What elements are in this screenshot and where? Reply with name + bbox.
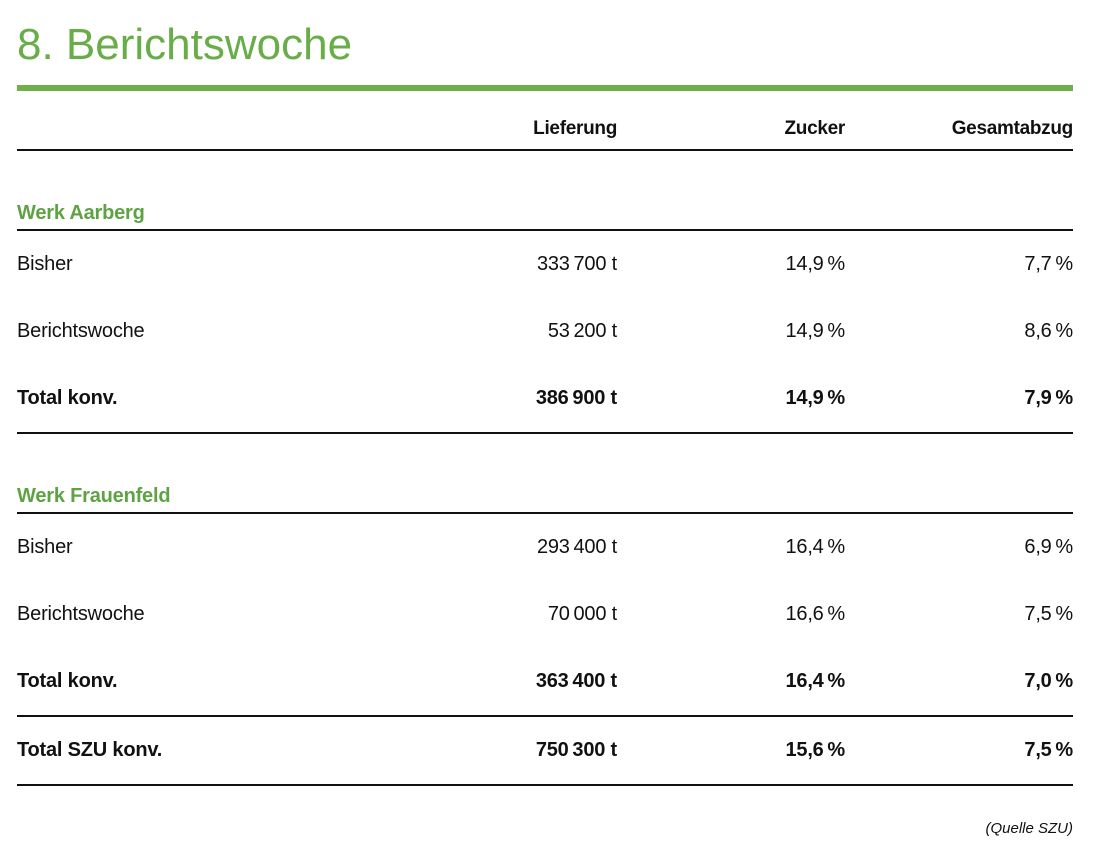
cell-gesamtabzug: 8,6 % [1024,320,1073,342]
table-row-total-szu: Total SZU konv. 750 300 t 15,6 % 7,5 % [17,717,1073,786]
table-row-frauenfeld-total: Total konv. 363 400 t 16,4 % 7,0 % [17,648,1073,715]
column-header-zucker: Zucker [784,118,845,139]
row-label: Berichtswoche [17,603,145,625]
cell-lieferung: 70 000 t [547,603,617,625]
cell-gesamtabzug: 7,7 % [1024,253,1073,275]
table-row-frauenfeld-bisher: Bisher 293 400 t 16,4 % 6,9 % [17,514,1073,581]
row-label: Total konv. [17,387,118,409]
page-title: 8. Berichtswoche [17,20,353,69]
table-row-aarberg-total: Total konv. 386 900 t 14,9 % 7,9 % [17,365,1073,432]
cell-lieferung: 750 300 t [535,739,617,761]
section-heading-aarberg: Werk Aarberg [17,203,1073,231]
cell-zucker: 16,4 % [785,536,845,558]
cell-zucker: 14,9 % [785,320,845,342]
cell-gesamtabzug: 7,5 % [1024,739,1073,761]
row-label: Bisher [17,253,73,275]
section-werk-frauenfeld: Werk Frauenfeld Bisher 293 400 t 16,4 % … [17,486,1073,717]
cell-gesamtabzug: 7,5 % [1024,603,1073,625]
cell-zucker: 15,6 % [785,739,845,761]
title-rule [17,85,1073,91]
section-heading-frauenfeld: Werk Frauenfeld [17,486,1073,514]
row-label: Berichtswoche [17,320,145,342]
cell-gesamtabzug: 7,9 % [1024,387,1073,409]
cell-lieferung: 53 200 t [547,320,617,342]
cell-zucker: 16,6 % [785,603,845,625]
cell-lieferung: 333 700 t [536,253,617,275]
table-row-aarberg-bisher: Bisher 333 700 t 14,9 % 7,7 % [17,231,1073,298]
cell-gesamtabzug: 6,9 % [1024,536,1073,558]
column-header-gesamtabzug: Gesamtabzug [951,118,1074,139]
section-werk-aarberg: Werk Aarberg Bisher 333 700 t 14,9 % 7,7… [17,203,1073,434]
cell-lieferung: 363 400 t [535,670,617,692]
cell-gesamtabzug: 7,0 % [1024,670,1073,692]
cell-zucker: 14,9 % [785,253,845,275]
cell-zucker: 16,4 % [785,670,845,692]
cell-zucker: 14,9 % [785,387,845,409]
report-table: Lieferung Zucker Gesamtabzug Werk Aarber… [17,118,1073,786]
row-label: Total konv. [17,670,118,692]
source-note: (Quelle SZU) [985,820,1073,837]
table-header-row: Lieferung Zucker Gesamtabzug [17,118,1073,151]
row-label: Bisher [17,536,73,558]
table-row-aarberg-berichtswoche: Berichtswoche 53 200 t 14,9 % 8,6 % [17,298,1073,365]
row-label: Total SZU konv. [17,739,163,761]
cell-lieferung: 386 900 t [535,387,617,409]
column-header-lieferung: Lieferung [533,118,617,139]
cell-lieferung: 293 400 t [536,536,617,558]
table-row-frauenfeld-berichtswoche: Berichtswoche 70 000 t 16,6 % 7,5 % [17,581,1073,648]
